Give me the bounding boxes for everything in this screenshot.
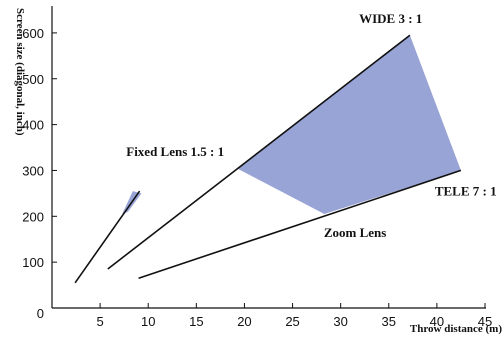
y-axis-ticks: 100 200 300 400 500 600 (22, 26, 57, 270)
y-tick-label-500: 500 (22, 72, 44, 87)
x-tick-label-45: 45 (478, 314, 492, 329)
x-axis-ticks: 5 10 15 20 25 30 35 40 45 (96, 303, 492, 329)
x-tick-label-25: 25 (285, 314, 299, 329)
series-line-wide-3-1 (107, 34, 411, 270)
series-line-tele-7-1 (138, 169, 462, 279)
x-axis-title: Throw distance (m) (410, 323, 502, 335)
annotation-fixed-lens-1-5-1: Fixed Lens 1.5 : 1 (126, 144, 224, 159)
y-axis-title: Screen size (diagonal, inch) (14, 8, 26, 136)
annotation-tele-7-1: TELE 7 : 1 (435, 184, 497, 199)
x-tick-label-35: 35 (382, 314, 396, 329)
series-lines (74, 34, 462, 284)
y-tick-label-100: 100 (22, 255, 44, 270)
x-tick-label-15: 15 (189, 314, 203, 329)
region-zoom-lens (236, 35, 461, 215)
y-tick-label-600: 600 (22, 26, 44, 41)
annotation-wide-3-1: WIDE 3 : 1 (359, 11, 422, 26)
y-tick-label-400: 400 (22, 118, 44, 133)
y-tick-label-zero: 0 (37, 306, 44, 321)
x-tick-label-10: 10 (141, 314, 155, 329)
x-tick-label-40: 40 (430, 314, 444, 329)
x-tick-label-30: 30 (333, 314, 347, 329)
x-tick-label-5: 5 (96, 314, 103, 329)
series-line-fixed-lens-1-5-1 (74, 190, 141, 284)
annotations: WIDE 3 : 1 Fixed Lens 1.5 : 1 TELE 7 : 1 Zo… (126, 11, 496, 240)
y-tick-label-200: 200 (22, 209, 44, 224)
y-tick-label-300: 300 (22, 163, 44, 178)
annotation-zoom-lens: Zoom Lens (324, 225, 386, 240)
x-tick-label-20: 20 (237, 314, 251, 329)
